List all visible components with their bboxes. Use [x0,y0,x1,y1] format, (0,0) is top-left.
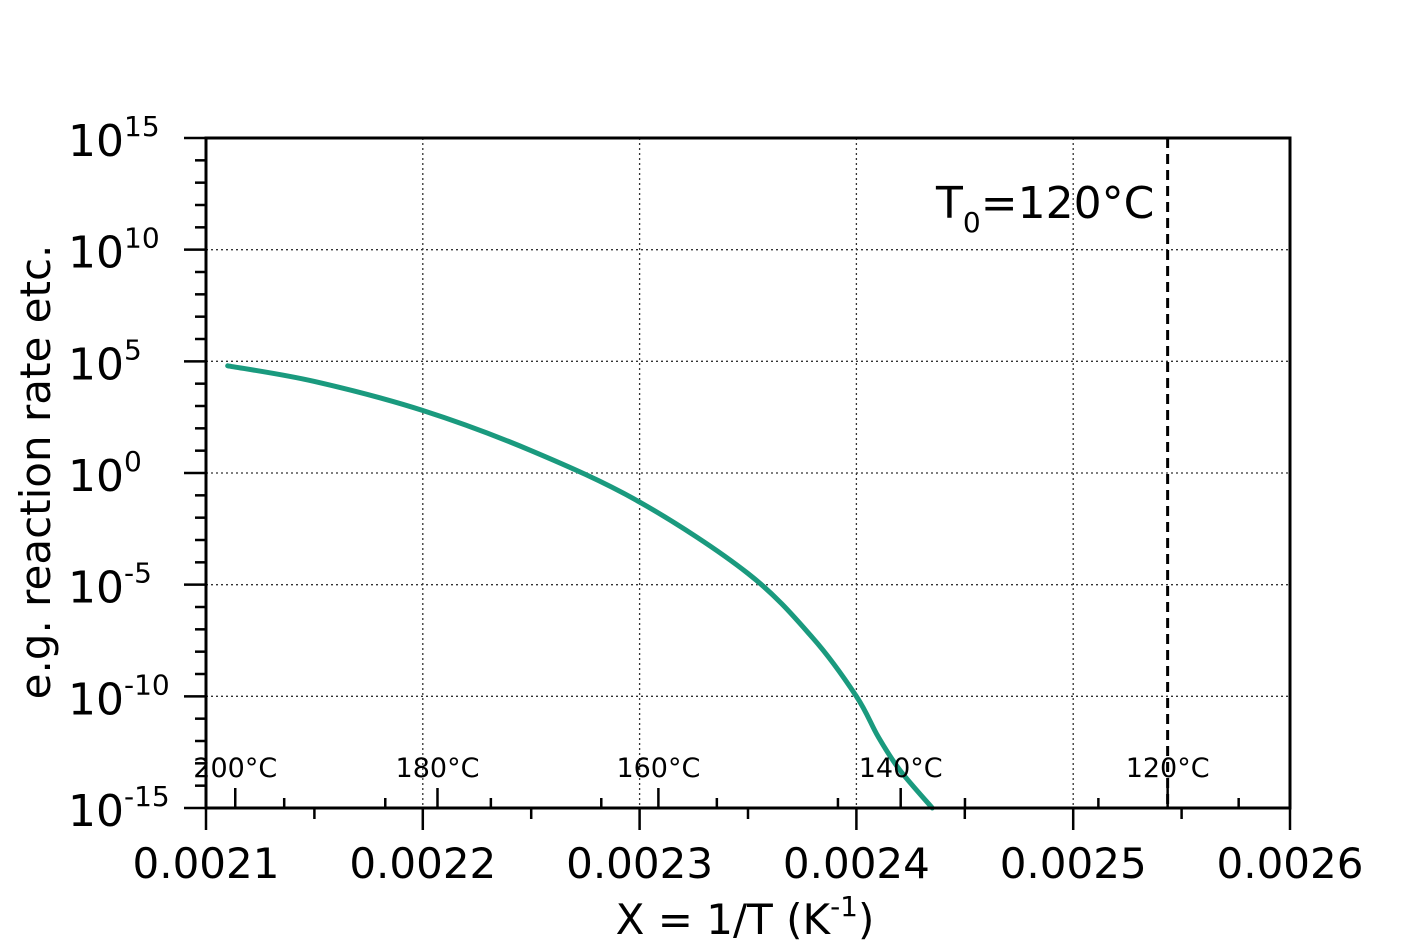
ytick-label: 1010 [68,222,160,279]
temperature-labels: 200°C 180°C 160°C 140°C 120°C [193,753,1209,784]
ytick-label: 10-5 [68,557,152,614]
ytick-label: 105 [68,333,142,390]
x-tick-labels: 0.0021 0.0022 0.0023 0.0024 0.0025 0.0026 [133,839,1364,888]
xtick-label: 0.0023 [566,839,713,888]
tick-layer [184,136,1292,830]
ytick-label: 1015 [68,110,160,167]
temperature-label: 140°C [859,753,943,784]
temperature-label: 200°C [193,753,277,784]
ytick-label: 10-15 [68,780,170,837]
ytick-label: 10-10 [68,668,170,725]
xtick-label: 0.0025 [1000,839,1147,888]
xtick-label: 0.0024 [783,839,930,888]
series-line [225,363,935,811]
t0-annotation: T0=120°C [935,178,1154,239]
grid-layer [206,138,1290,808]
xtick-label: 0.0026 [1217,839,1364,888]
xtick-label: 0.0022 [349,839,496,888]
y-axis-label: e.g. reaction rate etc. [11,245,60,700]
y-tick-labels: 1015 1010 105 100 10-5 10-10 10-15 [68,110,170,837]
xtick-label: 0.0021 [133,839,280,888]
x-axis-label: X = 1/T (K-1) [616,890,875,944]
ytick-label: 100 [68,445,142,502]
temperature-label: 160°C [616,753,700,784]
temperature-label: 180°C [396,753,480,784]
temperature-label: 120°C [1126,753,1210,784]
